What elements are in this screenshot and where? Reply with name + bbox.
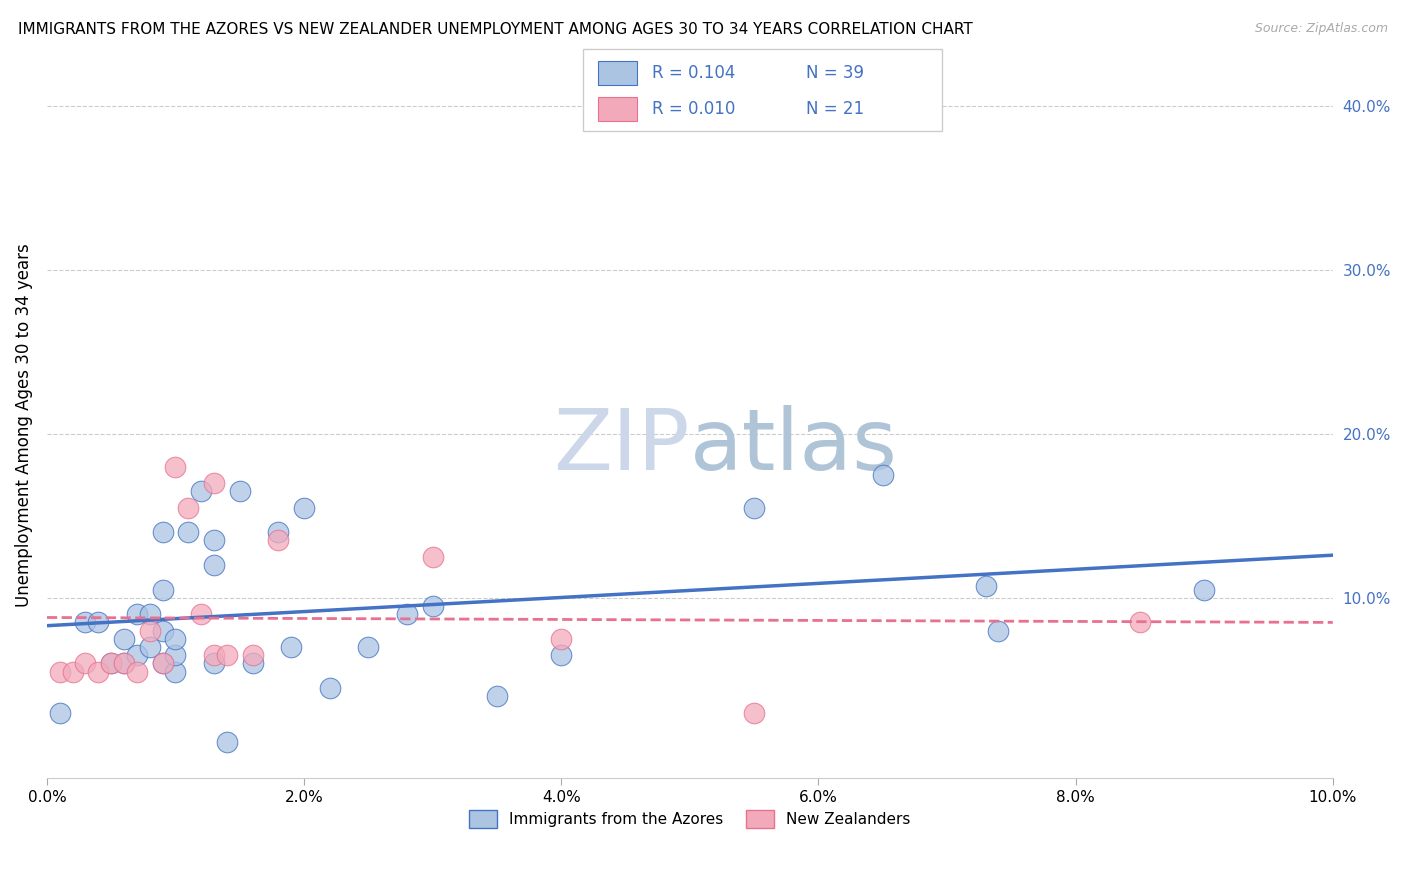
Point	[62, 665, 84, 679]
Text: N = 21: N = 21	[806, 100, 863, 118]
Point	[319, 681, 342, 695]
Point	[152, 624, 174, 638]
Point	[125, 648, 148, 663]
Point	[242, 657, 264, 671]
Point	[152, 525, 174, 540]
Point	[139, 607, 162, 622]
Point	[422, 599, 444, 613]
Point	[112, 657, 135, 671]
Point	[125, 607, 148, 622]
Point	[190, 607, 212, 622]
Point	[550, 648, 572, 663]
Text: N = 39: N = 39	[806, 64, 863, 82]
Point	[152, 657, 174, 671]
Point	[987, 624, 1010, 638]
Point	[280, 640, 302, 654]
Point	[202, 533, 225, 548]
Point	[152, 657, 174, 671]
Point	[202, 657, 225, 671]
Point	[165, 665, 187, 679]
Text: IMMIGRANTS FROM THE AZORES VS NEW ZEALANDER UNEMPLOYMENT AMONG AGES 30 TO 34 YEA: IMMIGRANTS FROM THE AZORES VS NEW ZEALAN…	[18, 22, 973, 37]
Point	[872, 467, 894, 482]
Point	[485, 690, 508, 704]
Y-axis label: Unemployment Among Ages 30 to 34 years: Unemployment Among Ages 30 to 34 years	[15, 244, 32, 607]
Point	[215, 735, 238, 749]
Text: ZIP: ZIP	[554, 405, 690, 488]
Text: R = 0.104: R = 0.104	[651, 64, 735, 82]
Point	[112, 657, 135, 671]
Point	[267, 533, 290, 548]
Point	[357, 640, 380, 654]
Point	[1192, 582, 1215, 597]
Point	[75, 615, 97, 630]
Point	[165, 459, 187, 474]
Point	[395, 607, 418, 622]
Point	[112, 632, 135, 646]
FancyBboxPatch shape	[598, 61, 637, 85]
Point	[1129, 615, 1152, 630]
Point	[292, 500, 315, 515]
Point	[550, 632, 572, 646]
Legend: Immigrants from the Azores, New Zealanders: Immigrants from the Azores, New Zealande…	[463, 805, 917, 834]
FancyBboxPatch shape	[598, 96, 637, 121]
Point	[139, 640, 162, 654]
Point	[165, 632, 187, 646]
Point	[242, 648, 264, 663]
FancyBboxPatch shape	[583, 49, 942, 131]
Point	[87, 615, 110, 630]
Point	[202, 475, 225, 490]
Text: Source: ZipAtlas.com: Source: ZipAtlas.com	[1254, 22, 1388, 36]
Point	[177, 500, 200, 515]
Point	[742, 706, 765, 720]
Point	[742, 500, 765, 515]
Point	[48, 665, 70, 679]
Point	[229, 484, 252, 499]
Text: R = 0.010: R = 0.010	[651, 100, 735, 118]
Point	[152, 582, 174, 597]
Point	[202, 648, 225, 663]
Point	[125, 665, 148, 679]
Point	[87, 665, 110, 679]
Point	[422, 549, 444, 564]
Text: atlas: atlas	[690, 405, 898, 488]
Point	[48, 706, 70, 720]
Point	[190, 484, 212, 499]
Point	[100, 657, 122, 671]
Point	[177, 525, 200, 540]
Point	[267, 525, 290, 540]
Point	[202, 558, 225, 572]
Point	[75, 657, 97, 671]
Point	[139, 624, 162, 638]
Point	[974, 579, 997, 593]
Point	[165, 648, 187, 663]
Point	[100, 657, 122, 671]
Point	[215, 648, 238, 663]
